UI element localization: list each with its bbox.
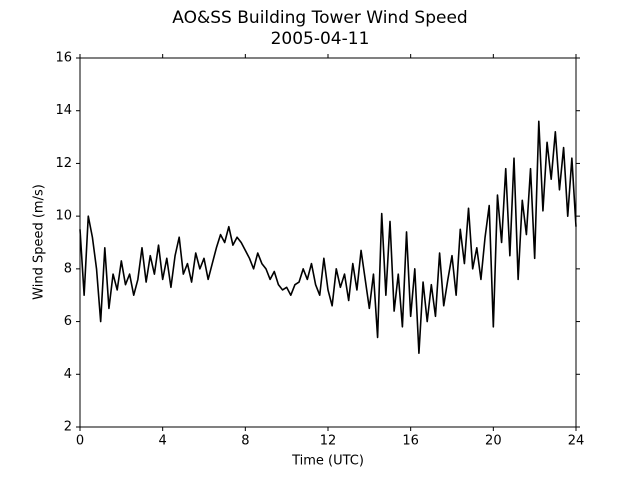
x-tick-label: 4: [159, 434, 167, 449]
y-tick-label: 10: [55, 209, 72, 224]
x-axis-label: Time (UTC): [291, 454, 364, 469]
plot-frame: [79, 57, 577, 428]
x-tick-label: 0: [76, 434, 84, 449]
x-tick-label: 20: [485, 434, 502, 449]
x-tick-label: 24: [568, 434, 585, 449]
y-tick-label: 8: [64, 261, 72, 276]
y-tick-label: 14: [55, 103, 72, 118]
y-tick-label: 2: [64, 420, 72, 435]
data-line: [79, 120, 577, 354]
y-tick-label: 4: [64, 367, 72, 382]
y-tick-label: 16: [55, 51, 72, 66]
x-tick-label: 8: [241, 434, 249, 449]
x-tick-label: 12: [320, 434, 337, 449]
y-tick-label: 12: [55, 156, 72, 171]
chart-title: AO&SS Building Tower Wind Speed: [172, 8, 467, 28]
y-axis-label: Wind Speed (m/s): [32, 184, 47, 300]
chart-subtitle: 2005-04-11: [271, 29, 370, 49]
x-tick-label: 16: [402, 434, 419, 449]
y-tick-label: 6: [64, 314, 72, 329]
